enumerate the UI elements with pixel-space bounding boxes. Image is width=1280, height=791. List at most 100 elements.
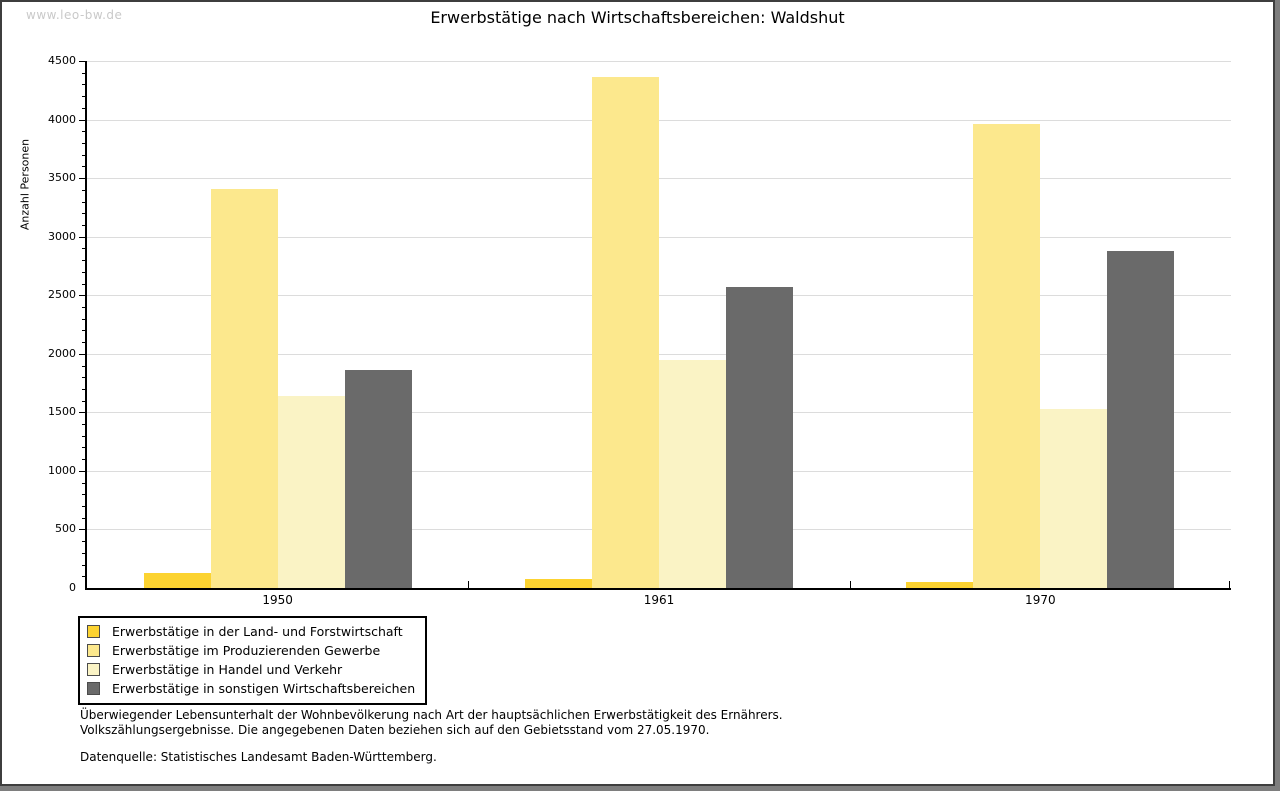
footnote: Überwiegender Lebensunterhalt der Wohnbe… bbox=[80, 708, 783, 765]
y-axis-minor-tick bbox=[82, 96, 86, 98]
y-axis-tick-label: 4000 bbox=[48, 112, 76, 126]
y-axis-minor-tick bbox=[82, 201, 86, 203]
y-axis-minor-tick bbox=[82, 330, 86, 332]
y-axis-minor-tick bbox=[82, 482, 86, 484]
y-axis-minor-tick bbox=[82, 388, 86, 390]
y-axis-minor-tick bbox=[82, 318, 86, 320]
gridline bbox=[87, 61, 1231, 62]
bar-group-1950 bbox=[87, 61, 468, 588]
y-axis-minor-tick bbox=[82, 506, 86, 508]
bar-1950 bbox=[143, 572, 211, 588]
chart-title: Erwerbstätige nach Wirtschaftsbereichen:… bbox=[430, 8, 845, 27]
y-axis-major-tick bbox=[79, 529, 86, 531]
y-axis-major-tick bbox=[79, 353, 86, 355]
y-axis-minor-tick bbox=[82, 552, 86, 554]
y-axis-minor-tick bbox=[82, 400, 86, 402]
legend-item: Erwerbstätige in Handel und Verkehr bbox=[87, 660, 415, 679]
legend-item: Erwerbstätige in der Land- und Forstwirt… bbox=[87, 622, 415, 641]
bar-1950 bbox=[210, 188, 278, 588]
y-axis-minor-tick bbox=[82, 564, 86, 566]
y-axis-minor-tick bbox=[82, 154, 86, 156]
y-axis-minor-tick bbox=[82, 260, 86, 262]
footnote-line-1: Überwiegender Lebensunterhalt der Wohnbe… bbox=[80, 708, 783, 722]
y-axis-minor-tick bbox=[82, 494, 86, 496]
bar-1970 bbox=[1107, 250, 1175, 588]
footnote-line-2: Volkszählungsergebnisse. Die angegebenen… bbox=[80, 722, 710, 737]
y-axis-tick-label: 2000 bbox=[48, 346, 76, 360]
plot-area: 0 500 1000 1500 2000 2500 3000 3500 4000 4500 1950… bbox=[48, 54, 1231, 607]
y-axis-tick-label: 4500 bbox=[48, 54, 76, 67]
bar-1961 bbox=[658, 359, 726, 588]
y-axis-minor-tick bbox=[82, 72, 86, 74]
legend: Erwerbstätige in der Land- und Forstwirt… bbox=[78, 616, 428, 705]
y-axis-major-tick bbox=[79, 61, 86, 62]
gridline bbox=[87, 295, 1231, 297]
bar-1961 bbox=[591, 77, 659, 588]
y-axis-title-wrap: Anzahl Personen bbox=[8, 66, 32, 230]
legend-label: Erwerbstätige in der Land- und Forstwirt… bbox=[112, 624, 403, 639]
legend-swatch bbox=[87, 644, 100, 657]
y-axis-minor-tick bbox=[82, 271, 86, 273]
y-axis-major-tick bbox=[79, 295, 86, 297]
y-axis-minor-tick bbox=[82, 342, 86, 344]
legend-item: Erwerbstätige im Produzierenden Gewerbe bbox=[87, 641, 415, 660]
legend-label: Erwerbstätige in Handel und Verkehr bbox=[112, 662, 343, 677]
y-axis-tick-label: 500 bbox=[55, 522, 76, 536]
y-axis-minor-tick bbox=[82, 107, 86, 109]
x-axis-tick bbox=[849, 581, 851, 588]
y-axis-major-tick bbox=[79, 470, 86, 472]
y-axis-minor-tick bbox=[82, 517, 86, 519]
bar-1970 bbox=[1040, 408, 1108, 588]
y-axis-minor-tick bbox=[82, 435, 86, 437]
legend-swatch bbox=[87, 625, 100, 638]
gridline bbox=[87, 119, 1231, 121]
y-axis-minor-tick bbox=[82, 189, 86, 191]
y-axis-major-tick bbox=[79, 412, 86, 414]
y-axis-minor-tick bbox=[82, 224, 86, 226]
x-axis-end-tick bbox=[1229, 581, 1230, 588]
y-axis-minor-tick bbox=[82, 248, 86, 250]
y-axis-minor-tick bbox=[82, 447, 86, 449]
y-axis-minor-tick bbox=[82, 424, 86, 426]
legend-swatch bbox=[87, 682, 100, 695]
legend-label: Erwerbstätige im Produzierenden Gewerbe bbox=[112, 643, 381, 658]
y-axis-minor-tick bbox=[82, 131, 86, 133]
y-axis-minor-tick bbox=[82, 459, 86, 461]
y-axis-major-tick bbox=[79, 236, 86, 238]
y-axis-major-tick bbox=[79, 119, 86, 121]
x-axis-label: 1950 bbox=[262, 593, 293, 607]
data-source: Datenquelle: Statistisches Landesamt Bad… bbox=[80, 750, 437, 764]
y-axis-major-tick bbox=[79, 178, 86, 180]
gridline bbox=[87, 236, 1231, 238]
y-axis-tick-label: 3000 bbox=[48, 229, 76, 243]
bar-1950 bbox=[277, 395, 345, 588]
y-axis-minor-tick bbox=[82, 377, 86, 379]
bar-1950 bbox=[344, 370, 412, 588]
y-axis-minor-tick bbox=[82, 365, 86, 367]
bar-group-1961 bbox=[468, 61, 849, 588]
y-axis-tick-label: 0 bbox=[69, 581, 76, 594]
y-axis-minor-tick bbox=[82, 541, 86, 543]
y-axis-minor-tick bbox=[82, 283, 86, 285]
bar-group-1970 bbox=[850, 61, 1231, 588]
legend-item: Erwerbstätige in sonstigen Wirtschaftsbe… bbox=[87, 679, 415, 698]
y-axis-tick-label: 2500 bbox=[48, 288, 76, 302]
gridline bbox=[87, 353, 1231, 355]
x-axis-tick bbox=[468, 581, 470, 588]
y-axis-minor-tick bbox=[82, 576, 86, 578]
y-axis-tick-label: 3500 bbox=[48, 171, 76, 185]
y-axis-tick-label: 1500 bbox=[48, 405, 76, 419]
y-axis-tick-label: 1000 bbox=[48, 463, 76, 477]
y-axis-minor-tick bbox=[82, 213, 86, 215]
y-axis-title: Anzahl Personen bbox=[18, 138, 32, 231]
x-axis-label: 1970 bbox=[1025, 593, 1056, 607]
legend-label: Erwerbstätige in sonstigen Wirtschaftsbe… bbox=[112, 681, 416, 696]
bar-1970 bbox=[973, 124, 1041, 588]
y-axis-minor-tick bbox=[82, 306, 86, 308]
watermark: www.leo-bw.de bbox=[26, 8, 123, 22]
y-axis-minor-tick bbox=[82, 142, 86, 144]
bar-1961 bbox=[524, 579, 592, 588]
legend-swatch bbox=[87, 663, 100, 676]
